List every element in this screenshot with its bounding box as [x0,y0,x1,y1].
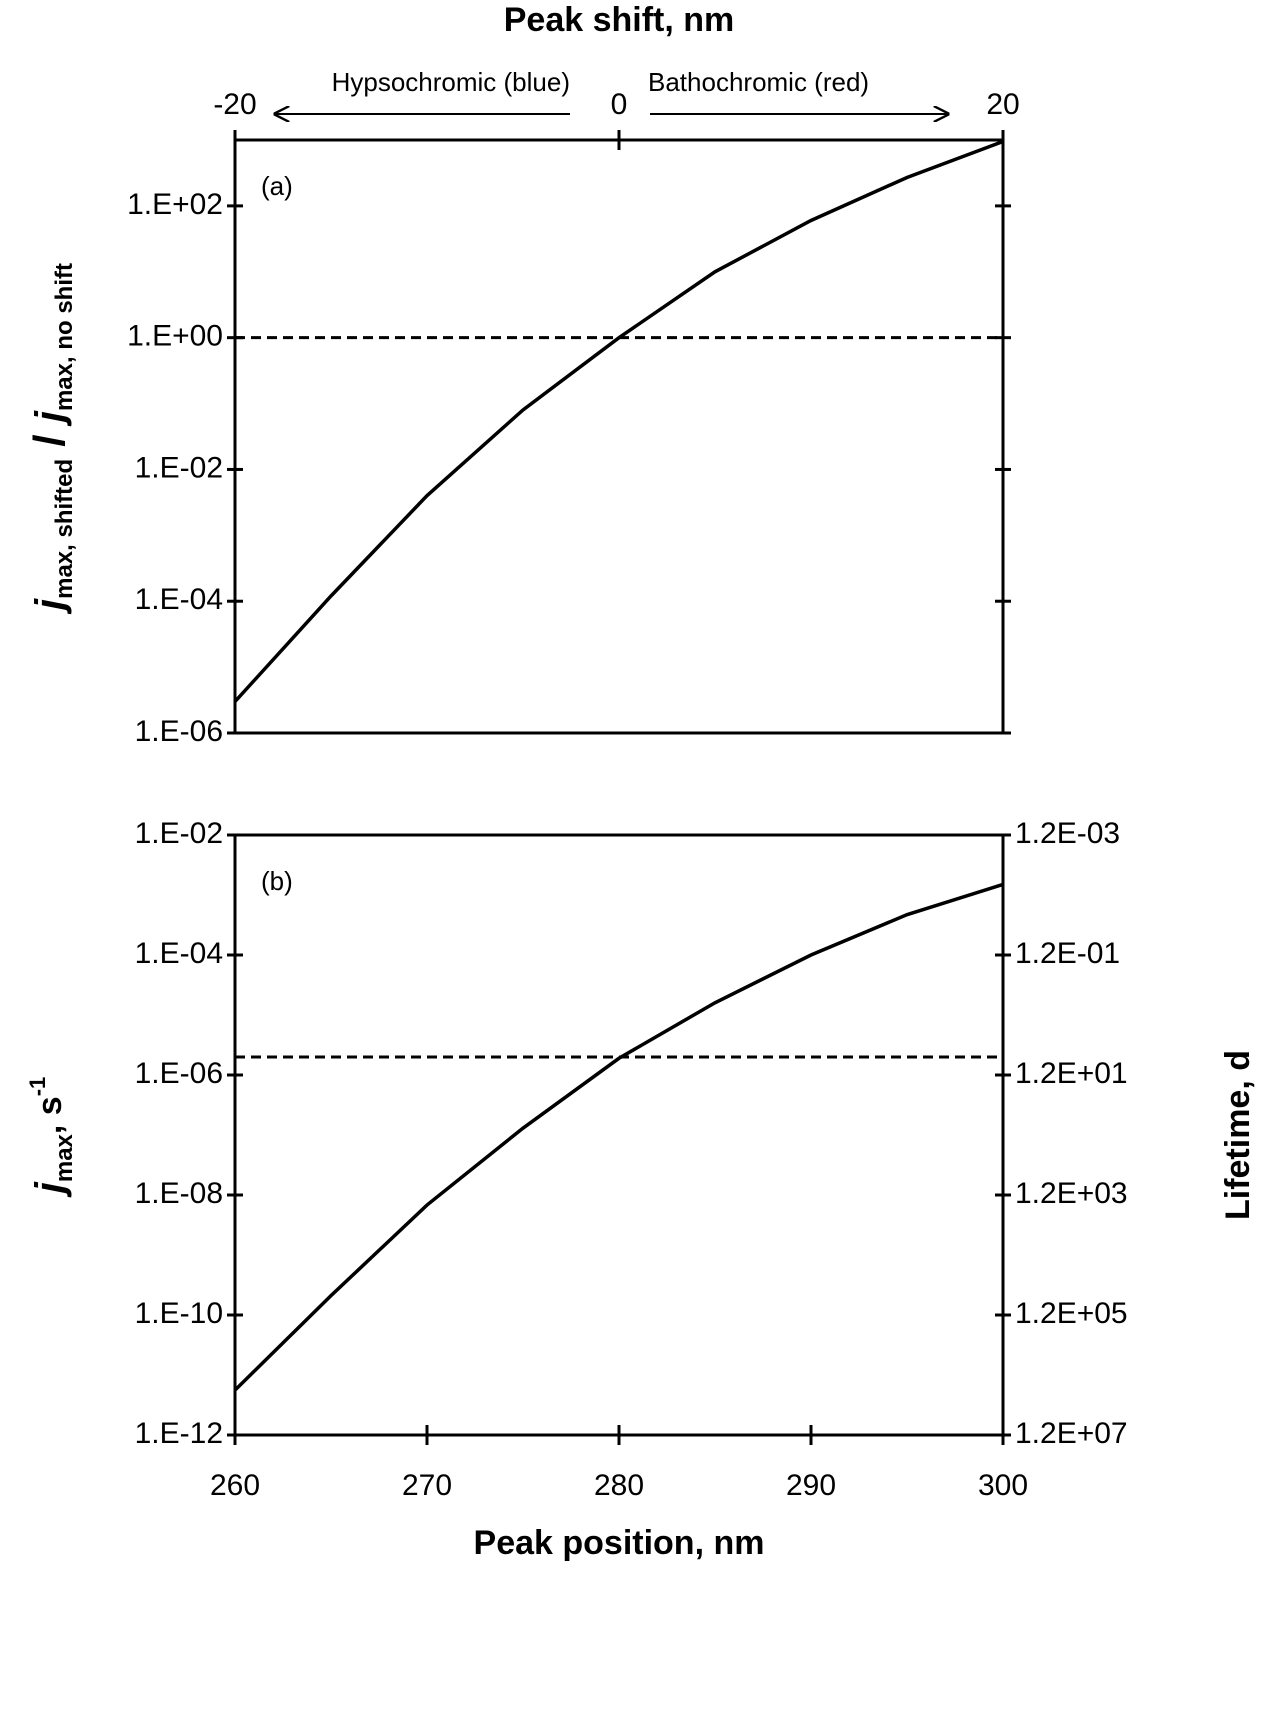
y2-tick-label: 1.2E+05 [1015,1297,1128,1330]
y-tick-label: 1.E-06 [135,715,223,748]
y-tick-label: 1.E-08 [135,1177,223,1210]
y-tick-label: 1.E-02 [135,817,223,850]
y-label-part: j [28,410,72,427]
plot-frame [233,833,1005,1437]
y-tick-label: 1.E-10 [135,1297,223,1330]
panel-label: (a) [261,171,293,201]
y-label-part: , s [31,1096,69,1134]
y-axis-label: jmax, shifted / jmax, no shift [25,263,78,615]
x-tick-label: 270 [402,1469,452,1502]
y-label-part: max [51,1133,78,1182]
x-tick-label: 20 [986,88,1019,121]
y-tick-label: 1.E-12 [135,1417,223,1450]
y-tick-label: 1.E-04 [135,583,223,616]
y-label-part: j [28,598,72,615]
y-label-part: / [25,422,74,459]
y2-tick-label: 1.2E-03 [1015,817,1120,850]
x-tick-label: 300 [978,1469,1028,1502]
panel-label: (b) [261,866,293,896]
y2-tick-label: 1.2E-01 [1015,937,1120,970]
y2-tick-label: 1.2E+07 [1015,1417,1128,1450]
x-tick-label: -20 [213,88,256,121]
y-label-part: -1 [25,1077,50,1097]
x-axis-label: Peak position, nm [474,1524,765,1562]
x-tick-label: 280 [594,1469,644,1502]
y-label-part: max, no shift [51,263,78,411]
y-tick-label: 1.E-02 [135,451,223,484]
y-tick-label: 1.E-04 [135,937,223,970]
annotation: Bathochromic (red) [648,67,869,97]
y-tick-label: 1.E+00 [127,320,223,353]
y2-tick-label: 1.2E+03 [1015,1177,1128,1210]
data-line [233,139,1004,703]
y2-tick-label: 1.2E+01 [1015,1057,1128,1090]
plot-frame [233,138,1005,735]
y-axis-label: jmax, s-1 [25,1077,78,1199]
y-label-part: max, shifted [51,459,78,599]
x-tick-label: 290 [786,1469,836,1502]
y-tick-label: 1.E+02 [127,188,223,221]
data-line [233,882,1004,1392]
x-axis-label: Peak shift, nm [504,1,735,39]
y-tick-label: 1.E-06 [135,1057,223,1090]
annotation: Hypsochromic (blue) [332,67,570,97]
y2-axis-label: Lifetime, d [1219,1050,1257,1220]
y-label-part: j [28,1181,72,1198]
x-tick-label: 260 [210,1469,260,1502]
x-tick-label: 0 [611,88,628,121]
